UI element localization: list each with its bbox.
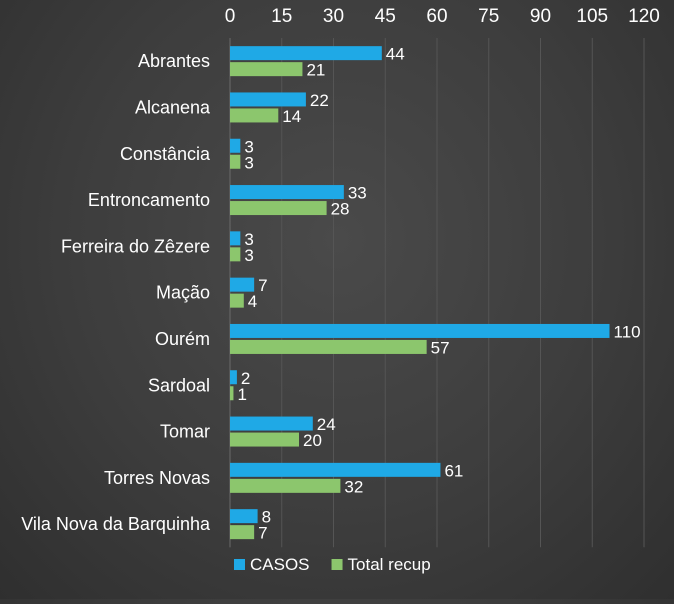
data-label: 3 (244, 137, 253, 156)
bar-total-recup (230, 386, 234, 401)
x-tick-label: 105 (576, 6, 608, 27)
bar-total-recup (230, 478, 341, 493)
bar-total-recup (230, 108, 279, 123)
data-label: 28 (331, 200, 350, 219)
data-label: 21 (306, 61, 325, 80)
bar-total-recup (230, 339, 427, 354)
bar-total-recup (230, 154, 241, 169)
data-label: 1 (237, 385, 246, 404)
category-label: Mação (156, 283, 210, 303)
category-label: Entroncamento (88, 190, 210, 210)
category-label: Alcanena (135, 97, 211, 117)
data-label: 7 (258, 276, 267, 295)
data-label: 2 (241, 369, 250, 388)
data-label: 61 (444, 461, 463, 480)
bar-total-recup (230, 525, 255, 540)
x-tick-label: 15 (271, 6, 292, 27)
bar-total-recup (230, 432, 299, 447)
x-tick-label: 45 (375, 6, 396, 27)
category-label: Vila Nova da Barquinha (21, 514, 211, 534)
bars (230, 46, 610, 540)
category-label: Tomar (160, 422, 210, 442)
legend-swatch (234, 559, 245, 570)
x-tick-label: 120 (628, 6, 660, 27)
data-label: 8 (262, 508, 271, 527)
legend: CASOS Total recup (234, 555, 431, 574)
bar-total-recup (230, 247, 241, 262)
bar-casos (230, 462, 441, 477)
category-label: Ourém (155, 329, 210, 349)
category-label: Abrantes (138, 51, 210, 71)
data-label: 22 (310, 91, 329, 110)
category-label: Ferreira do Zêzere (61, 236, 210, 256)
x-axis-ticks: 0 15 30 45 60 75 90 105 120 (225, 6, 660, 27)
category-label: Constância (120, 144, 211, 164)
bar-casos (230, 370, 237, 385)
legend-label: CASOS (250, 555, 310, 574)
data-label: 4 (248, 292, 257, 311)
gridlines (229, 38, 645, 548)
data-label: 7 (258, 524, 267, 543)
data-label: 57 (431, 338, 450, 357)
x-tick-label: 90 (530, 6, 551, 27)
x-tick-label: 60 (426, 6, 447, 27)
data-label: 110 (614, 322, 641, 341)
x-tick-label: 30 (323, 6, 344, 27)
data-label: 24 (317, 415, 336, 434)
bar-casos (230, 509, 258, 524)
data-label: 44 (386, 45, 405, 64)
data-label: 14 (282, 107, 301, 126)
data-label: 32 (344, 477, 363, 496)
bar-casos (230, 277, 255, 292)
data-label: 3 (244, 246, 253, 265)
bar-total-recup (230, 293, 244, 308)
data-label: 3 (244, 153, 253, 172)
data-label: 33 (348, 184, 367, 203)
bar-total-recup (230, 201, 327, 216)
bar-casos (230, 185, 344, 200)
legend-label: Total recup (348, 555, 431, 574)
x-tick-label: 0 (225, 6, 236, 27)
data-label: 20 (303, 431, 322, 450)
data-label: 3 (244, 230, 253, 249)
bar-casos (230, 231, 241, 246)
legend-swatch (331, 559, 343, 570)
bar-casos (230, 92, 306, 107)
bar-casos (230, 138, 241, 153)
category-label: Torres Novas (104, 468, 210, 488)
x-tick-label: 75 (478, 6, 499, 27)
bar-casos (230, 323, 610, 338)
category-labels: Abrantes Alcanena Constância Entroncamento F… (21, 51, 211, 534)
bar-total-recup (230, 62, 303, 77)
bar-casos (230, 46, 382, 61)
category-label: Sardoal (148, 375, 210, 395)
bar-casos (230, 416, 313, 431)
